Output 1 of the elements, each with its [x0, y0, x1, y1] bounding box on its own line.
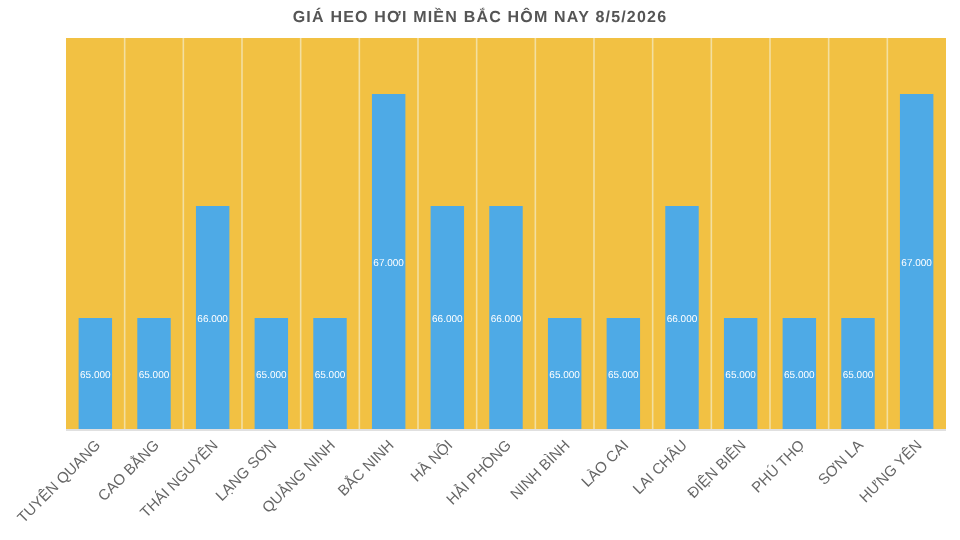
chart-title: GIÁ HEO HƠI MIỀN BẮC HÔM NAY 8/5/2026 [292, 6, 668, 26]
